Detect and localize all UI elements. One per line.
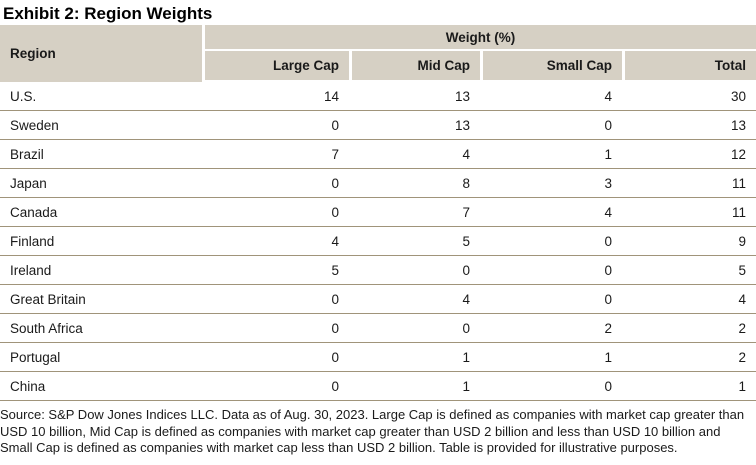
subcolumn-headers: Large Cap Mid Cap Small Cap Total [205, 51, 756, 80]
value-cell: 30 [730, 88, 746, 104]
value-cell: 0 [462, 262, 470, 278]
table-row: Japan 0 8 3 11 [0, 169, 756, 198]
column-header-mid-cap: Mid Cap [349, 51, 480, 80]
value-cell: 4 [604, 204, 612, 220]
value-cell: 0 [331, 117, 339, 133]
value-cell: 0 [604, 233, 612, 249]
value-cell: 0 [604, 262, 612, 278]
value-cell: 1 [738, 378, 746, 394]
value-cell: 0 [331, 291, 339, 307]
value-cell: 1 [604, 146, 612, 162]
value-cell: 2 [738, 320, 746, 336]
value-cell: 0 [604, 117, 612, 133]
region-cell: South Africa [10, 320, 83, 336]
value-cell: 9 [738, 233, 746, 249]
column-header-total: Total [622, 51, 756, 80]
table-body: U.S. 14 13 4 30 Sweden 0 13 0 13 Brazil … [0, 82, 756, 401]
source-note: Source: S&P Dow Jones Indices LLC. Data … [0, 407, 745, 455]
value-cell: 0 [331, 204, 339, 220]
table-row: Sweden 0 13 0 13 [0, 111, 756, 140]
value-cell: 1 [462, 349, 470, 365]
value-cell: 4 [331, 233, 339, 249]
value-cell: 4 [462, 291, 470, 307]
value-cell: 1 [604, 349, 612, 365]
table-row: Ireland 5 0 0 5 [0, 256, 756, 285]
value-cell: 7 [331, 146, 339, 162]
value-cell: 11 [731, 204, 746, 220]
region-cell: China [10, 378, 46, 394]
region-cell: Canada [10, 204, 58, 220]
table-header: Region Weight (%) Large Cap Mid Cap Smal… [0, 25, 756, 82]
exhibit-title: Exhibit 2: Region Weights [3, 4, 213, 23]
region-weights-table: Region Weight (%) Large Cap Mid Cap Smal… [0, 25, 756, 401]
table-row: China 0 1 0 1 [0, 372, 756, 401]
value-cell: 7 [462, 204, 470, 220]
value-cell: 12 [730, 146, 746, 162]
region-cell: Sweden [10, 117, 59, 133]
value-cell: 1 [462, 378, 470, 394]
table-row: Finland 4 5 0 9 [0, 227, 756, 256]
table-row: Portugal 0 1 1 2 [0, 343, 756, 372]
value-cell: 3 [604, 175, 612, 191]
region-cell: U.S. [10, 88, 37, 104]
value-cell: 0 [331, 320, 339, 336]
value-cell: 13 [454, 88, 470, 104]
value-cell: 0 [331, 349, 339, 365]
value-cell: 14 [323, 88, 339, 104]
region-column-header: Region [0, 25, 205, 82]
column-header-small-cap: Small Cap [480, 51, 622, 80]
region-cell: Japan [10, 175, 47, 191]
value-cell: 13 [730, 117, 746, 133]
region-cell: Ireland [10, 262, 52, 278]
region-cell: Finland [10, 233, 55, 249]
value-cell: 2 [738, 349, 746, 365]
value-cell: 13 [454, 117, 470, 133]
table-row: Canada 0 7 4 11 [0, 198, 756, 227]
value-cell: 5 [331, 262, 339, 278]
region-cell: Brazil [10, 146, 44, 162]
value-cell: 4 [462, 146, 470, 162]
value-cell: 5 [462, 233, 470, 249]
value-cell: 0 [462, 320, 470, 336]
value-cell: 4 [738, 291, 746, 307]
value-cell: 2 [604, 320, 612, 336]
column-header-large-cap: Large Cap [205, 51, 349, 80]
table-row: Great Britain 0 4 0 4 [0, 285, 756, 314]
weight-header-group: Weight (%) Large Cap Mid Cap Small Cap T… [205, 25, 756, 82]
region-cell: Portugal [10, 349, 61, 365]
value-cell: 11 [731, 175, 746, 191]
value-cell: 8 [462, 175, 470, 191]
value-cell: 0 [604, 378, 612, 394]
value-cell: 0 [331, 175, 339, 191]
value-cell: 4 [604, 88, 612, 104]
table-row: U.S. 14 13 4 30 [0, 82, 756, 111]
value-cell: 5 [738, 262, 746, 278]
weight-group-header: Weight (%) [205, 25, 756, 51]
table-row: South Africa 0 0 2 2 [0, 314, 756, 343]
region-cell: Great Britain [10, 291, 86, 307]
value-cell: 0 [604, 291, 612, 307]
table-row: Brazil 7 4 1 12 [0, 140, 756, 169]
value-cell: 0 [331, 378, 339, 394]
